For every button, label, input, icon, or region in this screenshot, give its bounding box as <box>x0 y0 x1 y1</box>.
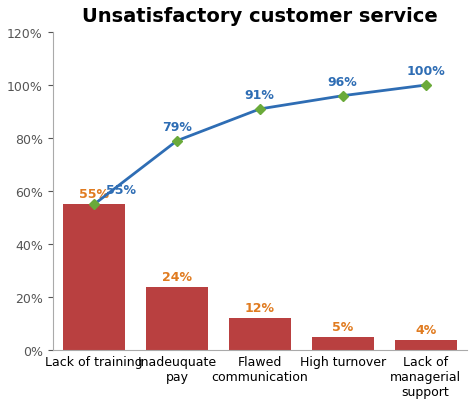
Text: 79%: 79% <box>162 121 192 134</box>
Text: 5%: 5% <box>332 320 353 333</box>
Text: 4%: 4% <box>415 323 436 336</box>
Text: 100%: 100% <box>406 65 445 78</box>
Bar <box>394 340 456 350</box>
Text: 96%: 96% <box>328 76 357 89</box>
Text: 24%: 24% <box>162 270 192 283</box>
Text: 91%: 91% <box>245 89 275 102</box>
Bar <box>146 287 208 350</box>
Bar <box>311 337 374 350</box>
Text: 55%: 55% <box>107 184 137 197</box>
Text: 55%: 55% <box>79 188 109 201</box>
Bar <box>229 319 291 350</box>
Text: 12%: 12% <box>245 302 275 315</box>
Bar <box>63 205 125 350</box>
Title: Unsatisfactory customer service: Unsatisfactory customer service <box>82 7 438 26</box>
